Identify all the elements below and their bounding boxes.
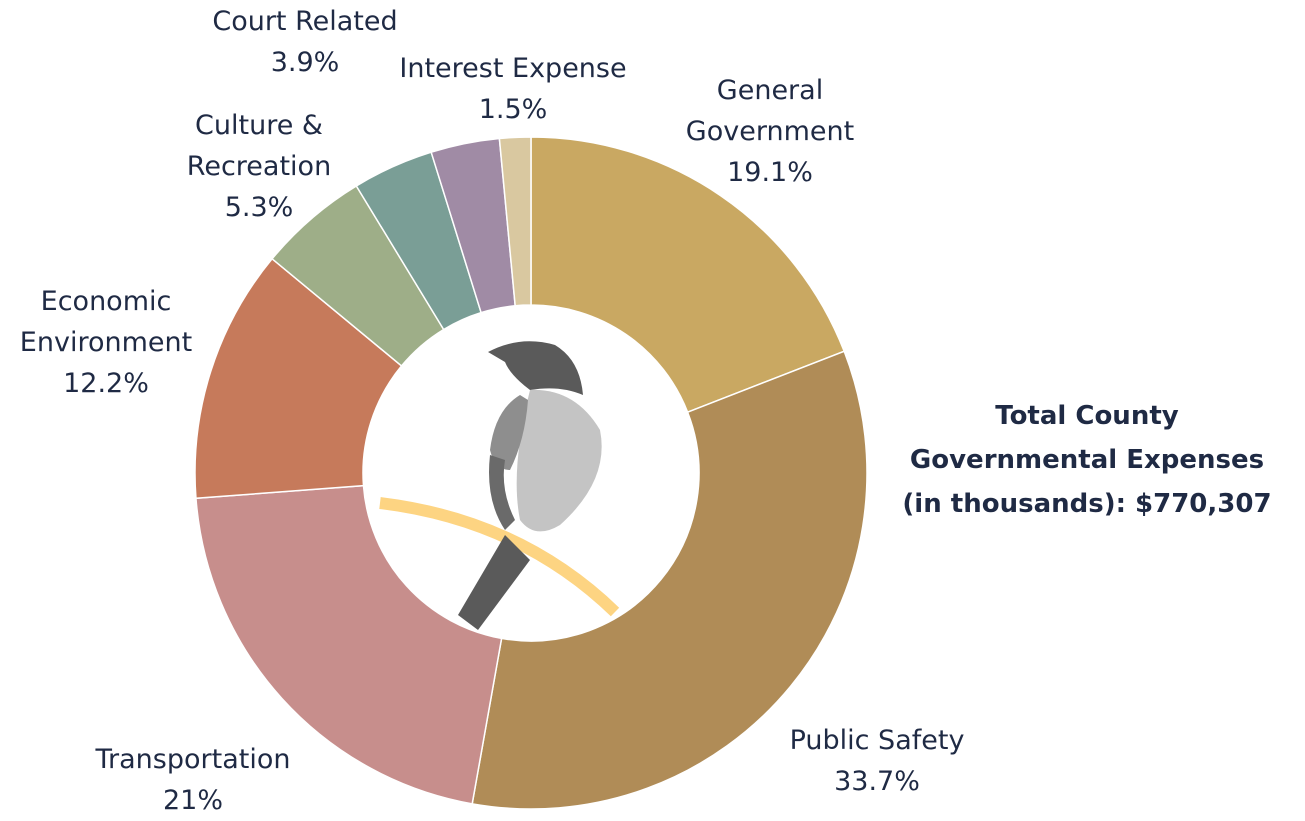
slice-label: Public Safety 33.7% bbox=[747, 720, 1007, 802]
bird-breast bbox=[516, 389, 602, 532]
slice-label: Court Related 3.9% bbox=[175, 1, 435, 83]
category-name: Culture & Recreation bbox=[186, 110, 332, 182]
value-label: 33.7% bbox=[834, 766, 920, 797]
bird-wing bbox=[490, 395, 528, 470]
slice-label: Economic Environment 12.2% bbox=[6, 281, 206, 404]
category-name: Court Related bbox=[212, 6, 398, 37]
category-name: Economic Environment bbox=[19, 286, 193, 358]
category-name: Public Safety bbox=[789, 725, 965, 756]
category-name: General Government bbox=[685, 75, 855, 147]
slice-label: Culture & Recreation 5.3% bbox=[174, 105, 344, 228]
bird-head bbox=[488, 341, 583, 395]
bird-tail bbox=[458, 535, 530, 630]
total-annotation: Total County Governmental Expenses (in t… bbox=[902, 401, 1272, 519]
category-name: Transportation bbox=[95, 744, 291, 775]
category-name: Interest Expense bbox=[399, 53, 627, 84]
value-label: 12.2% bbox=[63, 368, 149, 399]
value-label: 19.1% bbox=[727, 157, 813, 188]
logo bbox=[363, 305, 699, 641]
slice-label: Transportation 21% bbox=[63, 739, 323, 821]
value-label: 1.5% bbox=[478, 94, 548, 125]
value-label: 21% bbox=[162, 785, 223, 816]
value-label: 3.9% bbox=[270, 47, 340, 78]
value-label: 5.3% bbox=[224, 192, 294, 223]
slice-label: Interest Expense 1.5% bbox=[373, 48, 653, 130]
bird-wing-stripes bbox=[489, 455, 515, 530]
slice-label: General Government 19.1% bbox=[665, 70, 875, 193]
